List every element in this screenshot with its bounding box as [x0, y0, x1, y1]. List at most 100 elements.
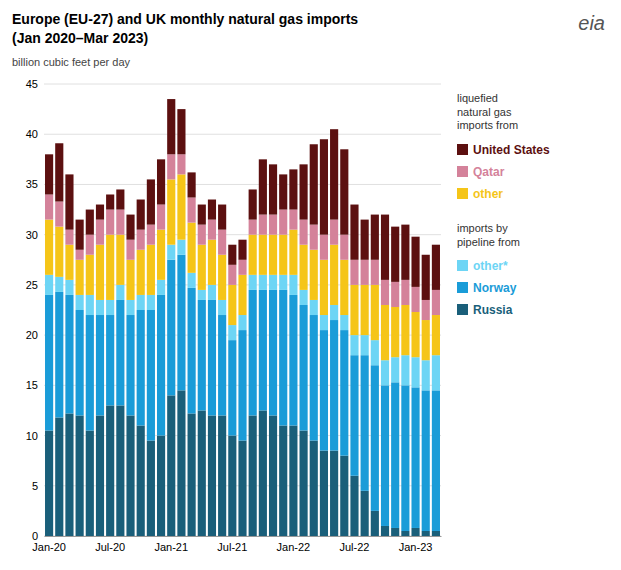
bar	[330, 220, 338, 245]
bar	[126, 215, 134, 240]
bar	[259, 159, 267, 214]
y-tick: 25	[26, 279, 44, 291]
bar	[157, 280, 165, 295]
bar	[86, 235, 94, 255]
bar	[147, 225, 155, 245]
bar	[126, 240, 134, 260]
bar	[198, 205, 206, 225]
bar	[96, 205, 104, 220]
bar	[289, 275, 297, 295]
legend-swatch	[457, 260, 468, 271]
legend: liquefiednatural gasimports fromUnited S…	[457, 92, 550, 317]
bar	[330, 245, 338, 305]
bar	[86, 315, 94, 431]
bar	[208, 285, 216, 300]
bar	[198, 225, 206, 245]
y-tick-label: 10	[26, 430, 38, 442]
legend-item: Norway	[457, 281, 517, 295]
bar	[137, 295, 145, 310]
bar	[259, 235, 267, 275]
bar	[208, 220, 216, 240]
y-tick: 45	[26, 78, 44, 90]
bar	[198, 300, 206, 410]
bar	[320, 330, 328, 451]
legend-swatch	[457, 282, 468, 293]
bar	[289, 230, 297, 275]
bar	[310, 225, 318, 250]
bar	[361, 220, 369, 260]
x-tick-label: Jan-20	[32, 541, 66, 553]
bar	[350, 335, 358, 355]
bar	[86, 255, 94, 295]
bar	[238, 275, 246, 315]
bar	[116, 405, 124, 536]
bar	[167, 260, 175, 396]
bar	[228, 340, 236, 435]
bar	[45, 295, 53, 431]
legend-label: Russia	[473, 303, 513, 317]
bar	[249, 415, 257, 536]
bar	[432, 315, 440, 355]
bar	[218, 300, 226, 315]
bar	[177, 390, 185, 536]
bar	[157, 436, 165, 536]
bar	[116, 235, 124, 285]
bar	[218, 230, 226, 255]
bar	[238, 441, 246, 536]
bar	[76, 310, 84, 415]
y-tick: 20	[26, 329, 44, 341]
bar	[391, 282, 399, 307]
bar	[249, 189, 257, 219]
bar	[422, 360, 430, 390]
x-tick: Jan-20	[32, 536, 66, 553]
x-tick-label: Jul-20	[95, 541, 125, 553]
bar	[65, 230, 73, 245]
bar	[330, 451, 338, 536]
bar	[106, 194, 114, 209]
bar	[188, 288, 196, 414]
bar	[279, 426, 287, 536]
bar	[350, 476, 358, 536]
bar	[188, 198, 196, 223]
bar	[411, 387, 419, 528]
bar	[269, 215, 277, 235]
bar	[310, 441, 318, 536]
grid-line	[44, 184, 441, 185]
bar	[167, 179, 175, 244]
bar	[340, 330, 348, 456]
bar	[350, 285, 358, 335]
bar	[157, 230, 165, 280]
bar	[238, 315, 246, 330]
chart: Europe (EU-27) and UK monthly natural ga…	[0, 0, 621, 570]
bar	[350, 355, 358, 476]
x-tick-label: Jul-22	[339, 541, 369, 553]
bar	[228, 436, 236, 536]
bar	[96, 300, 104, 315]
bar	[147, 441, 155, 536]
bars	[45, 99, 440, 536]
bar	[411, 357, 419, 387]
bar	[401, 280, 409, 305]
series	[45, 255, 440, 531]
bar	[177, 109, 185, 154]
bar	[55, 417, 63, 536]
bar	[228, 265, 236, 285]
x-tick-label: Jul-21	[217, 541, 247, 553]
legend-label: other	[473, 187, 503, 201]
bar	[320, 451, 328, 536]
bar	[208, 300, 216, 416]
x-axis-line	[45, 536, 442, 537]
bar	[86, 431, 94, 536]
bar	[218, 415, 226, 536]
bar	[361, 285, 369, 335]
bar	[45, 194, 53, 219]
bar	[289, 295, 297, 426]
bar	[65, 280, 73, 295]
bar	[391, 528, 399, 536]
x-tick: Jan-21	[154, 536, 188, 553]
bar	[96, 245, 104, 300]
bar	[279, 290, 287, 426]
bar	[218, 205, 226, 230]
bar	[371, 365, 379, 511]
bar	[106, 235, 114, 300]
